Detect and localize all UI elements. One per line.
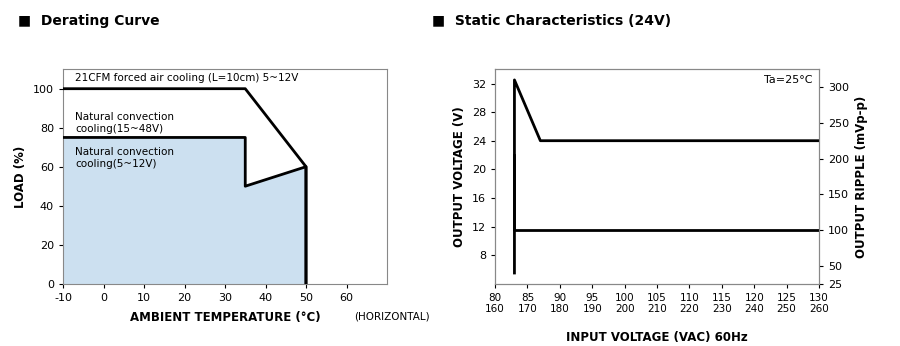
Text: (HORIZONTAL): (HORIZONTAL) xyxy=(355,311,430,321)
X-axis label: AMBIENT TEMPERATURE (°C): AMBIENT TEMPERATURE (°C) xyxy=(130,311,320,324)
Y-axis label: LOAD (%): LOAD (%) xyxy=(14,145,27,208)
Text: Natural convection
cooling(15~48V): Natural convection cooling(15~48V) xyxy=(76,112,175,134)
X-axis label: INPUT VOLTAGE (VAC) 60Hz: INPUT VOLTAGE (VAC) 60Hz xyxy=(566,331,748,344)
Text: Natural convection
cooling(5~12V): Natural convection cooling(5~12V) xyxy=(76,147,175,169)
Text: 21CFM forced air cooling (L=10cm) 5~12V: 21CFM forced air cooling (L=10cm) 5~12V xyxy=(76,73,299,83)
Polygon shape xyxy=(63,137,306,284)
Y-axis label: OUTPUT RIPPLE (mVp-p): OUTPUT RIPPLE (mVp-p) xyxy=(855,95,868,257)
Text: ■  Derating Curve: ■ Derating Curve xyxy=(18,14,159,28)
Text: Ta=25°C: Ta=25°C xyxy=(764,75,813,85)
Y-axis label: OUTPUT VOLTAGE (V): OUTPUT VOLTAGE (V) xyxy=(454,106,466,247)
Text: ■  Static Characteristics (24V): ■ Static Characteristics (24V) xyxy=(432,14,671,28)
